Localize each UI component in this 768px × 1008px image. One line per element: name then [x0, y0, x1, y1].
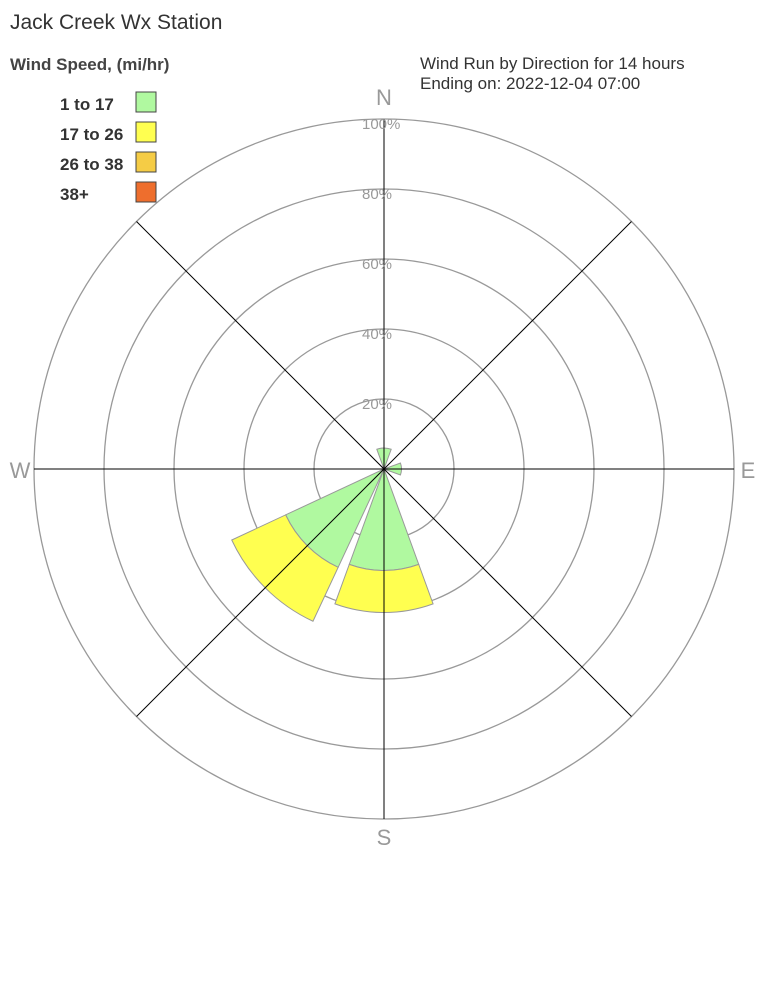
- legend: 1 to 17 17 to 26 26 to 38 38+: [60, 91, 157, 204]
- ring-label: 40%: [362, 326, 392, 343]
- compass-e: E: [741, 458, 756, 483]
- legend-label: 1 to 17: [60, 95, 114, 114]
- legend-label: 26 to 38: [60, 155, 123, 174]
- legend-label: 17 to 26: [60, 125, 123, 144]
- ring-labels: 20% 40% 60% 80% 100%: [362, 116, 400, 413]
- ring-label: 100%: [362, 116, 400, 133]
- legend-swatch: [135, 121, 157, 143]
- petals: [231, 447, 434, 622]
- compass-n: N: [376, 85, 392, 110]
- legend-label: 38+: [60, 185, 89, 204]
- compass-s: S: [377, 825, 392, 850]
- compass-w: W: [10, 458, 31, 483]
- axes: [34, 119, 734, 819]
- axis-SW: [136, 468, 385, 717]
- ring-label: 20%: [362, 396, 392, 413]
- ring-label: 60%: [362, 256, 392, 273]
- info-line-1: Wind Run by Direction for 14 hours: [420, 54, 685, 73]
- legend-swatch: [135, 181, 157, 203]
- chart-title: Jack Creek Wx Station: [10, 11, 222, 34]
- legend-swatch: [135, 91, 157, 113]
- axis-NE: [383, 221, 632, 470]
- ring-label: 80%: [362, 186, 392, 203]
- legend-swatch: [135, 151, 157, 173]
- axis-SE: [383, 468, 632, 717]
- legend-title: Wind Speed, (mi/hr): [10, 55, 169, 74]
- axis-NW: [136, 221, 385, 470]
- info-line-2: Ending on: 2022-12-04 07:00: [420, 74, 640, 93]
